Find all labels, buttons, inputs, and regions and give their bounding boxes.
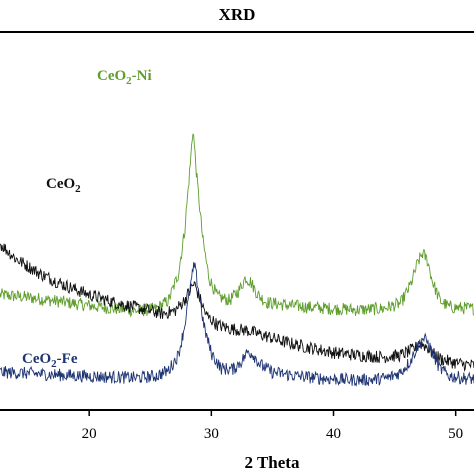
series-label-0: CeO2-Ni [97, 68, 152, 87]
series-labels: CeO2-Ni CeO2 CeO2-Fe [22, 68, 152, 370]
chart-title: XRD [219, 5, 256, 24]
x-axis-label: 2 Theta [245, 453, 300, 472]
x-tick-label-30: 30 [204, 426, 219, 442]
x-tick-label-50: 50 [448, 426, 463, 442]
series-label-1: CeO2 [46, 176, 81, 195]
x-ticks: 20 30 40 50 [82, 410, 463, 442]
series-line-0 [0, 133, 474, 318]
series-line-2 [0, 262, 474, 387]
series-label-2: CeO2-Fe [22, 351, 78, 370]
series-layer [0, 133, 474, 387]
series-line-1 [0, 243, 474, 373]
x-tick-label-20: 20 [82, 426, 97, 442]
x-tick-label-40: 40 [326, 426, 341, 442]
